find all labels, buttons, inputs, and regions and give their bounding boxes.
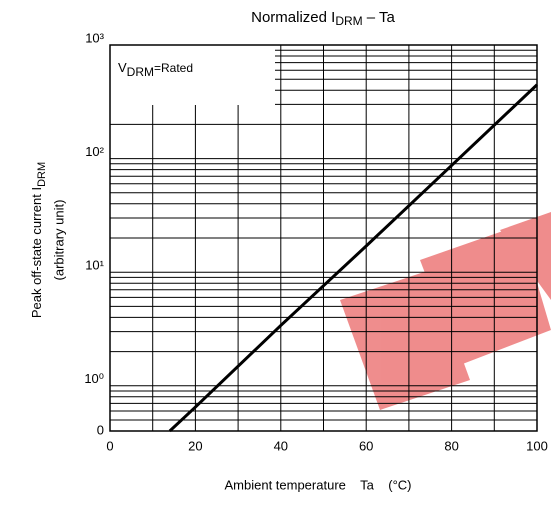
legend-text: VDRM=Rated (118, 60, 193, 79)
x-axis-label: Ambient temperature Ta (°C) (224, 477, 411, 492)
y-axis-label-line: (arbitrary unit) (51, 200, 66, 281)
y-axis-label-line: Peak off-state current IDRM (29, 162, 47, 318)
x-tick-label: 80 (444, 438, 458, 453)
x-tick-label: 20 (188, 438, 202, 453)
legend-text: =Rated (154, 61, 193, 75)
y-tick-label: 0 (97, 422, 104, 437)
x-tick-label: 0 (106, 438, 113, 453)
chart-title: Normalized IDRM – Ta (251, 9, 395, 28)
y-tick-label: 10¹ (85, 258, 104, 273)
plot-frame (109, 44, 538, 432)
y-tick-label: 10⁰ (84, 371, 104, 386)
y-axis-label: Peak off-state current IDRM (arbitrary u… (29, 162, 66, 318)
legend-text: V (118, 60, 127, 75)
legend-box (110, 45, 275, 105)
x-tick-label: 60 (359, 438, 373, 453)
data-line (168, 83, 539, 433)
legend-text: DRM (127, 65, 154, 79)
y-tick-label: 10² (85, 144, 104, 159)
x-tick-label: 40 (274, 438, 288, 453)
y-tick-label: 10³ (85, 30, 104, 45)
watermark (340, 212, 551, 410)
x-tick-label: 100 (526, 438, 548, 453)
